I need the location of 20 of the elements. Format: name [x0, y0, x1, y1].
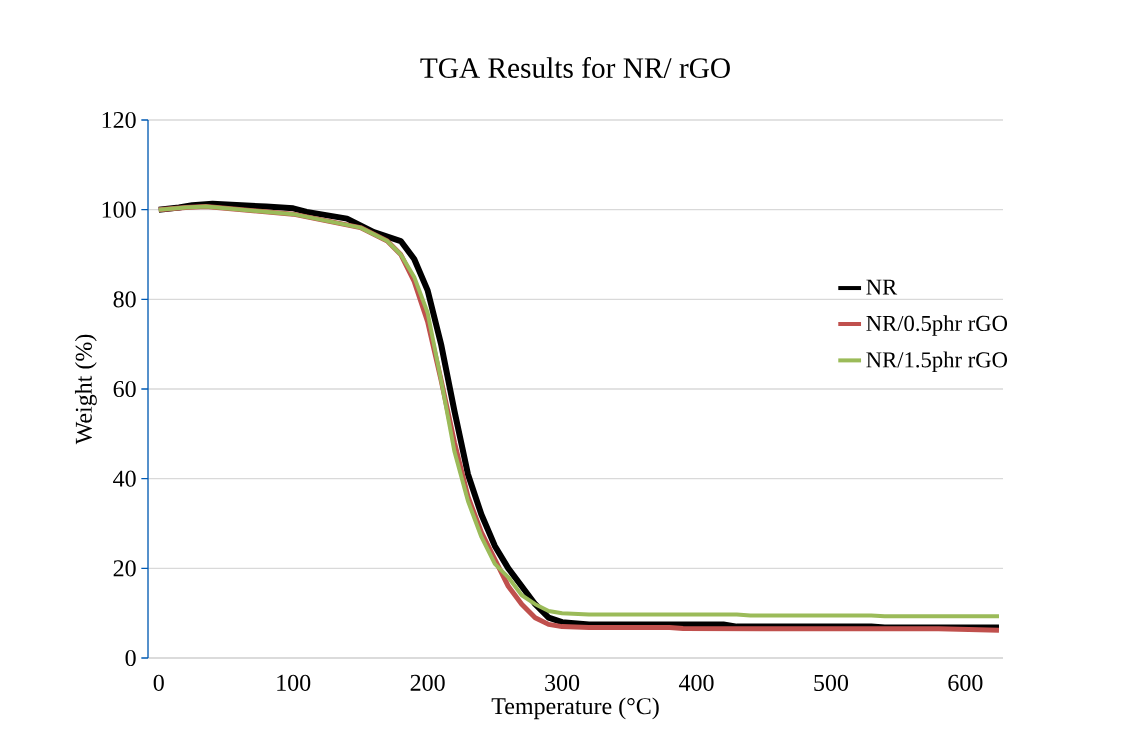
x-tick-label: 100	[277, 674, 311, 691]
y-tick-label: 80	[113, 291, 136, 308]
legend-label: NR	[866, 279, 898, 295]
legend-label: NR/0.5phr rGO	[866, 315, 1008, 336]
x-tick-label: 300	[545, 674, 580, 691]
x-tick-label: 500	[814, 674, 849, 691]
y-axis-title: Weight (%)	[74, 334, 97, 445]
chart-title: TGA Results for NR/ rGO	[420, 57, 730, 78]
x-tick-label: 0	[153, 674, 164, 691]
y-tick-label: 0	[125, 649, 136, 667]
x-axis-title: Temperature (°C)	[491, 697, 659, 720]
y-tick-label: 120	[102, 111, 136, 129]
y-tick-label: 40	[113, 470, 136, 487]
y-tick-label: 100	[102, 201, 136, 218]
x-tick-label: 600	[948, 674, 983, 691]
x-tick-label: 400	[678, 674, 714, 691]
y-tick-label: 20	[113, 560, 136, 577]
x-tick-label: 200	[410, 674, 445, 691]
y-tick-label: 60	[113, 380, 136, 398]
legend-label: NR/1.5phr rGO	[866, 351, 1008, 373]
